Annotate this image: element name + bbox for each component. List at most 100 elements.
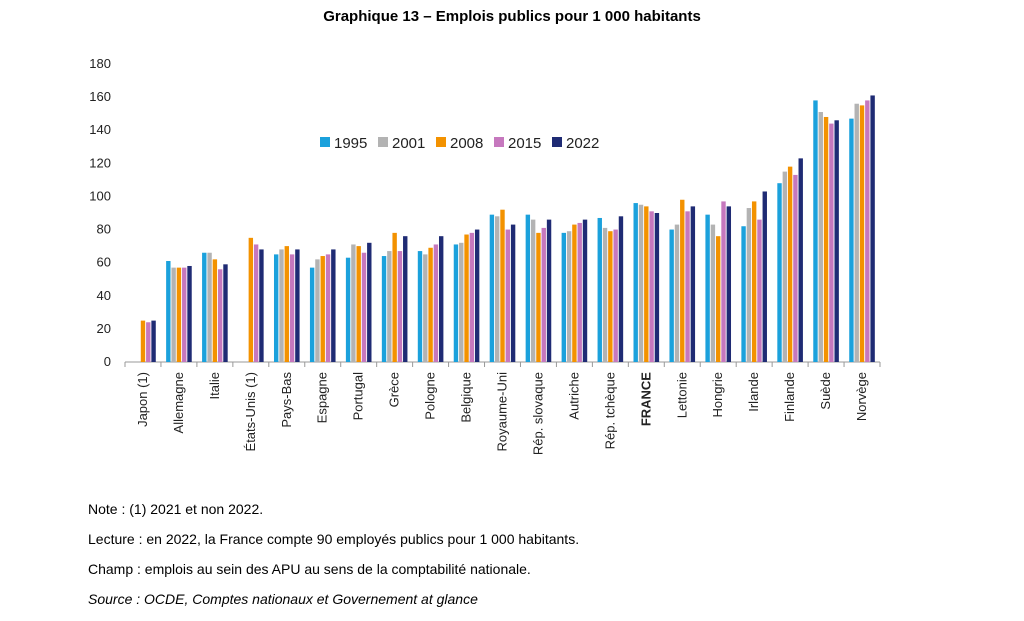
bar-2022 <box>726 206 732 362</box>
bar-2015 <box>649 211 654 362</box>
bar-1995 <box>273 254 279 362</box>
bar-2001 <box>674 224 680 362</box>
bar-2022 <box>367 242 372 362</box>
bar-1995 <box>561 232 567 362</box>
bar-1995 <box>813 100 818 362</box>
bar-2022 <box>295 249 300 362</box>
bar-2008 <box>500 209 505 362</box>
bar-2001 <box>710 224 716 362</box>
bar-1995 <box>345 257 351 362</box>
bar-2008 <box>823 116 829 362</box>
legend-label-2008: 2008 <box>450 135 483 152</box>
bar-2001 <box>746 208 752 362</box>
bar-2001 <box>782 171 788 362</box>
category-label: Suède <box>818 372 833 410</box>
category-label: Belgique <box>459 372 474 423</box>
category-label: Japon (1) <box>135 372 150 427</box>
bar-2008 <box>608 231 613 362</box>
bar-2022 <box>798 158 803 362</box>
bar-2008 <box>356 246 361 362</box>
bar-2022 <box>259 249 264 362</box>
legend-label-2001: 2001 <box>392 135 425 152</box>
bar-2008 <box>392 232 397 362</box>
y-tick-label: 80 <box>97 222 111 237</box>
bar-1995 <box>633 203 638 362</box>
note-text: Note : (1) 2021 et non 2022. <box>88 501 264 517</box>
bar-2015 <box>182 267 187 362</box>
legend-swatch-1995 <box>320 137 330 147</box>
bar-1995 <box>381 256 387 362</box>
bar-2008 <box>572 224 577 362</box>
bar-2022 <box>151 320 156 362</box>
bar-2015 <box>361 252 367 362</box>
bar-2022 <box>510 224 516 362</box>
bar-2022 <box>331 249 336 362</box>
bar-2008 <box>212 259 218 362</box>
bar-2022 <box>474 229 480 362</box>
bar-2001 <box>279 249 284 362</box>
bar-2001 <box>530 219 536 362</box>
category-label: Lettonie <box>674 372 689 418</box>
bar-1995 <box>166 261 171 362</box>
bar-1995 <box>525 214 531 362</box>
legend-label-2022: 2022 <box>566 135 599 152</box>
bar-2008 <box>751 201 757 362</box>
bar-2008 <box>680 199 685 362</box>
bar-2001 <box>459 242 464 362</box>
category-labels: Japon (1) Allemagne Italie États-Unis (1) Pa… <box>135 372 869 456</box>
bar-2022 <box>223 264 228 362</box>
y-tick-label: 20 <box>97 321 111 336</box>
bar-2001 <box>818 112 823 362</box>
category-label: Italie <box>207 372 222 399</box>
bar-2022 <box>582 219 588 362</box>
category-label: Hongrie <box>710 372 725 418</box>
bar-1995 <box>489 214 495 362</box>
chart-bars <box>140 95 875 363</box>
bar-2001 <box>171 267 176 362</box>
bar-1995 <box>453 244 459 362</box>
bar-2008 <box>716 236 721 362</box>
bar-2015 <box>577 222 582 362</box>
legend-label-1995: 1995 <box>334 135 367 152</box>
category-label: Pologne <box>423 372 438 420</box>
bar-1995 <box>777 183 782 362</box>
bar-2022 <box>834 120 839 363</box>
bar-1995 <box>597 217 602 362</box>
bar-2015 <box>469 232 475 362</box>
bar-2015 <box>325 254 331 362</box>
category-label: Espagne <box>315 372 330 423</box>
category-label: Rép. slovaque <box>530 372 545 455</box>
bar-2015 <box>289 254 295 362</box>
bar-2015 <box>829 123 834 362</box>
bar-2015 <box>541 227 546 362</box>
bar-2001 <box>351 244 356 362</box>
bar-2015 <box>146 322 151 362</box>
bar-2001 <box>638 204 644 362</box>
y-tick-label: 0 <box>104 354 111 369</box>
bar-2001 <box>207 252 212 362</box>
lecture-text: Lecture : en 2022, la France compte 90 e… <box>88 531 580 547</box>
category-label: FRANCE <box>638 372 653 426</box>
source-text: Source : OCDE, Comptes nationaux et Gove… <box>88 591 478 607</box>
bar-chart: 0 20 40 60 80 100 120 140 160 180 Japon (1) Allema… <box>89 56 881 456</box>
legend-swatch-2001 <box>378 137 388 147</box>
legend-label-2015: 2015 <box>508 135 541 152</box>
bar-2015 <box>505 229 510 362</box>
bar-2022 <box>546 219 552 362</box>
y-tick-label: 60 <box>97 255 111 270</box>
bar-2022 <box>654 213 660 362</box>
bar-2001 <box>315 259 320 362</box>
y-tick-label: 180 <box>89 56 111 71</box>
bar-2001 <box>495 216 500 362</box>
category-label: Rép. tchèque <box>602 372 617 449</box>
category-label: Pays-Bas <box>279 372 294 428</box>
category-label: Portugal <box>351 372 366 421</box>
category-label: Grèce <box>387 372 402 407</box>
bar-2022 <box>187 265 192 362</box>
bar-2015 <box>721 201 726 362</box>
bar-2022 <box>690 206 696 362</box>
bar-2015 <box>397 251 403 362</box>
bar-2022 <box>762 191 767 362</box>
y-tick-label: 160 <box>89 89 111 104</box>
bar-2008 <box>428 247 433 362</box>
